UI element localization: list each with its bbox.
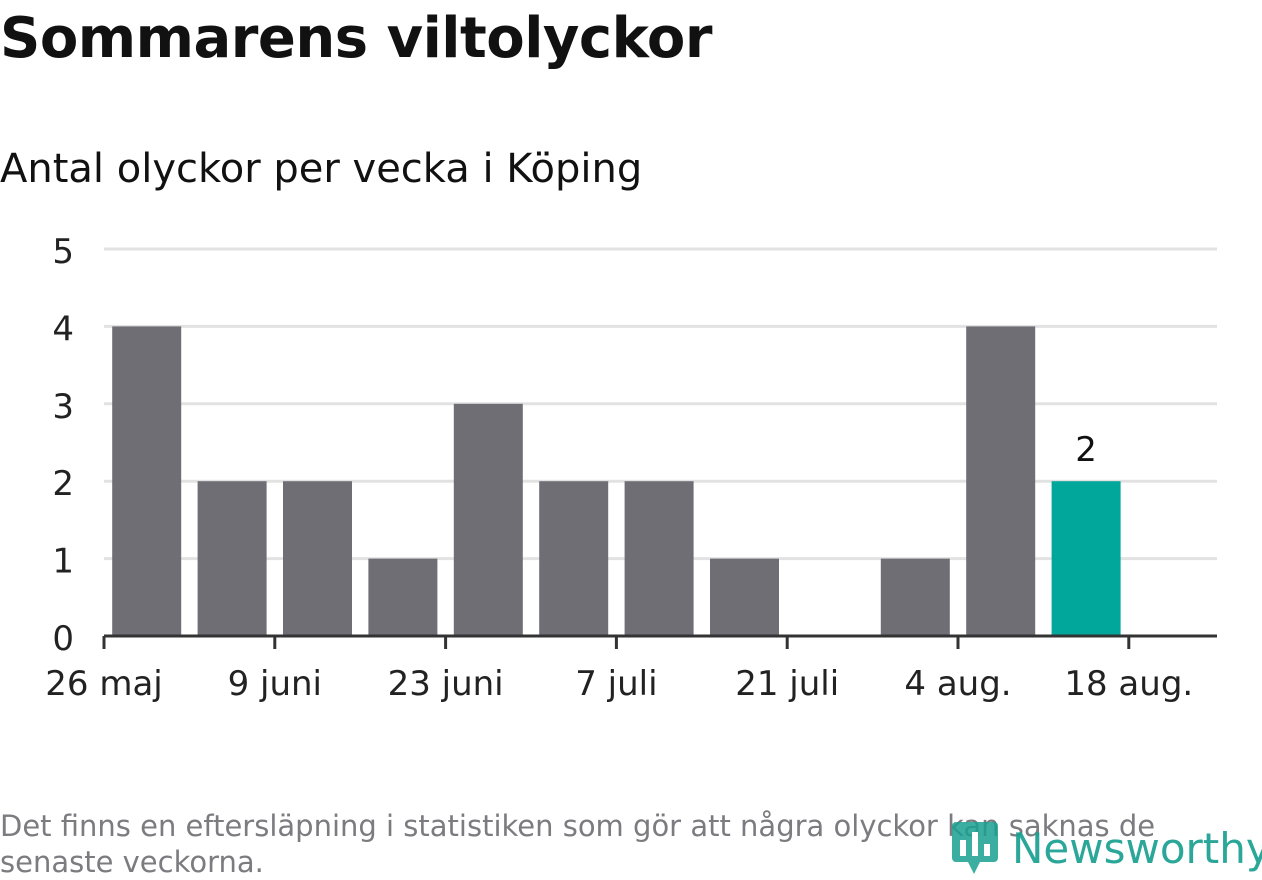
bar-highlighted xyxy=(1051,481,1121,636)
x-tick-label: 9 juni xyxy=(228,664,322,704)
bar xyxy=(112,326,182,636)
bar-chart: 0 1 2 3 4 5 2 26 maj 9 juni 23 juni 7 juli 21 juli 4… xyxy=(45,232,1217,704)
chart-subtitle: Antal olyckor per vecka i Köping xyxy=(0,146,643,192)
y-tick-label: 0 xyxy=(52,619,74,659)
y-tick-label: 4 xyxy=(52,309,74,349)
x-tick-label: 26 maj xyxy=(45,664,162,704)
bar xyxy=(368,558,438,636)
bar xyxy=(283,481,352,636)
bar xyxy=(453,403,523,636)
x-tick-label: 23 juni xyxy=(388,664,504,704)
bar xyxy=(197,481,267,636)
bar xyxy=(710,558,779,636)
brand-name: Newsworthy xyxy=(1012,823,1262,873)
bar xyxy=(539,481,609,636)
bar-chart-icon xyxy=(952,822,998,874)
newsworthy-logo: Newsworthy xyxy=(950,820,1262,876)
data-label: 2 xyxy=(1075,430,1097,470)
y-tick-label: 1 xyxy=(52,542,74,582)
bar xyxy=(966,326,1036,636)
y-tick-label: 5 xyxy=(52,232,74,272)
y-tick-label: 3 xyxy=(52,387,74,427)
x-tick-label: 18 aug. xyxy=(1064,664,1193,704)
bar xyxy=(624,481,694,636)
bar xyxy=(880,558,950,636)
x-tick-label: 4 aug. xyxy=(904,664,1011,704)
page-title: Sommarens viltolyckor xyxy=(0,6,712,71)
y-tick-label: 2 xyxy=(52,464,74,504)
x-tick-label: 7 juli xyxy=(575,664,657,704)
x-tick-label: 21 juli xyxy=(735,664,839,704)
